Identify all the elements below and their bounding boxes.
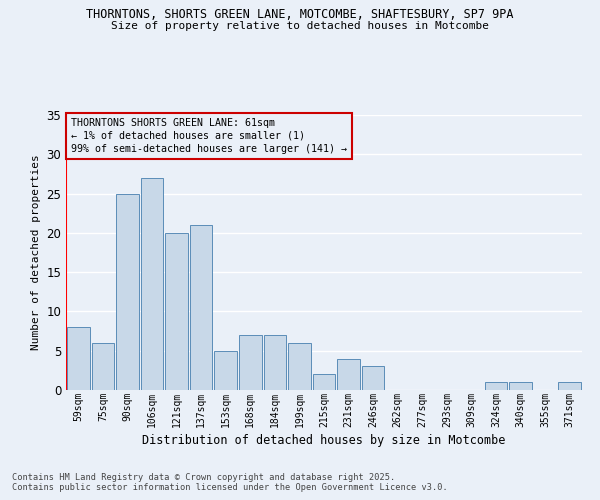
Text: THORNTONS SHORTS GREEN LANE: 61sqm
← 1% of detached houses are smaller (1)
99% o: THORNTONS SHORTS GREEN LANE: 61sqm ← 1% … bbox=[71, 118, 347, 154]
Bar bbox=[485, 382, 508, 390]
Bar bbox=[509, 382, 532, 390]
Bar bbox=[239, 335, 262, 390]
Bar bbox=[263, 335, 286, 390]
Bar bbox=[92, 343, 114, 390]
Bar bbox=[214, 350, 237, 390]
Y-axis label: Number of detached properties: Number of detached properties bbox=[31, 154, 41, 350]
Bar bbox=[190, 225, 212, 390]
Bar bbox=[288, 343, 311, 390]
Bar bbox=[337, 358, 360, 390]
Bar bbox=[559, 382, 581, 390]
Bar bbox=[362, 366, 385, 390]
Text: THORNTONS, SHORTS GREEN LANE, MOTCOMBE, SHAFTESBURY, SP7 9PA: THORNTONS, SHORTS GREEN LANE, MOTCOMBE, … bbox=[86, 8, 514, 20]
Bar bbox=[67, 327, 89, 390]
Text: Size of property relative to detached houses in Motcombe: Size of property relative to detached ho… bbox=[111, 21, 489, 31]
X-axis label: Distribution of detached houses by size in Motcombe: Distribution of detached houses by size … bbox=[142, 434, 506, 446]
Bar bbox=[313, 374, 335, 390]
Bar bbox=[116, 194, 139, 390]
Bar bbox=[140, 178, 163, 390]
Bar bbox=[165, 233, 188, 390]
Text: Contains HM Land Registry data © Crown copyright and database right 2025.
Contai: Contains HM Land Registry data © Crown c… bbox=[12, 473, 448, 492]
